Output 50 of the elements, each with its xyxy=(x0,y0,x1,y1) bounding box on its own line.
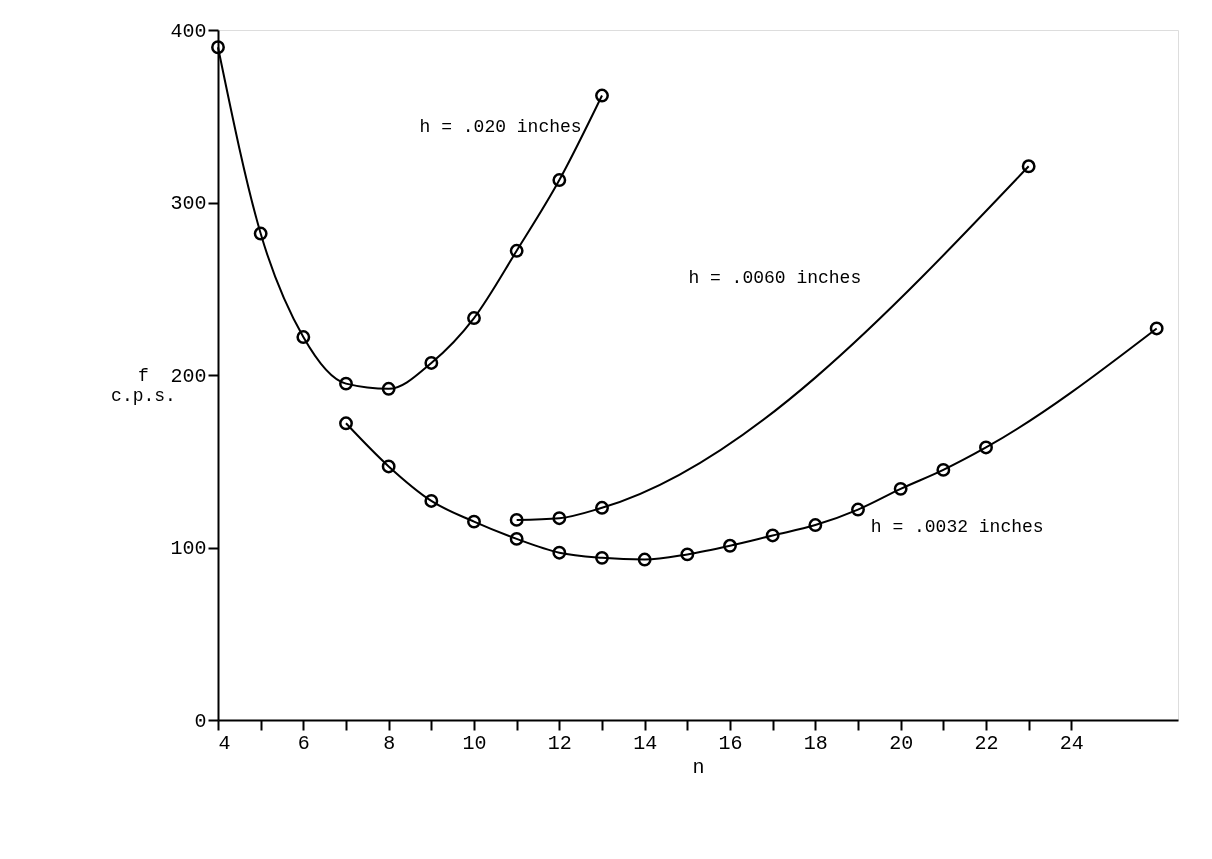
x-tick-label: 8 xyxy=(383,731,396,755)
point xyxy=(808,518,823,533)
x-tick-label: 24 xyxy=(1059,731,1084,755)
point xyxy=(595,550,609,565)
point xyxy=(467,311,481,326)
point xyxy=(296,330,311,344)
point xyxy=(595,88,609,103)
point xyxy=(467,514,481,529)
y-tick-label: 0 xyxy=(194,709,207,733)
x-tick-label: 20 xyxy=(889,731,914,755)
y-tick-label: 400 xyxy=(170,19,207,43)
point xyxy=(552,173,567,188)
point xyxy=(637,552,652,567)
point xyxy=(765,528,780,543)
point xyxy=(893,481,908,496)
series-label: h = .0060 inches xyxy=(688,268,862,289)
point xyxy=(509,243,524,258)
point xyxy=(381,381,396,396)
series-label: h = .0032 inches xyxy=(870,516,1044,537)
point xyxy=(851,502,865,517)
point xyxy=(424,493,439,508)
x-tick-label: 18 xyxy=(803,731,828,755)
point xyxy=(936,462,951,477)
point xyxy=(1021,159,1036,174)
point xyxy=(424,355,439,370)
series-label: h = .020 inches xyxy=(419,116,582,137)
point xyxy=(1149,321,1164,336)
x-tick-label: 4 xyxy=(218,731,231,755)
point xyxy=(211,40,225,55)
x-tick-label: 6 xyxy=(297,731,310,755)
point xyxy=(552,511,567,526)
point xyxy=(723,538,737,553)
x-axis-title: n xyxy=(692,755,705,779)
y-tick-label: 100 xyxy=(170,537,207,560)
x-tick-label: 14 xyxy=(633,731,658,755)
point xyxy=(381,459,396,474)
point xyxy=(680,547,695,562)
point xyxy=(595,500,609,515)
x-tick-label: 16 xyxy=(718,731,743,755)
point xyxy=(509,531,524,546)
point xyxy=(979,440,993,455)
y-tick-label: 300 xyxy=(170,192,207,215)
point xyxy=(339,376,353,391)
point xyxy=(552,545,567,560)
point xyxy=(339,416,353,431)
x-tick-label: 10 xyxy=(462,731,487,755)
point xyxy=(253,226,268,241)
x-tick-label: 12 xyxy=(547,731,572,755)
x-tick-label: 22 xyxy=(974,731,999,755)
point xyxy=(509,512,524,527)
